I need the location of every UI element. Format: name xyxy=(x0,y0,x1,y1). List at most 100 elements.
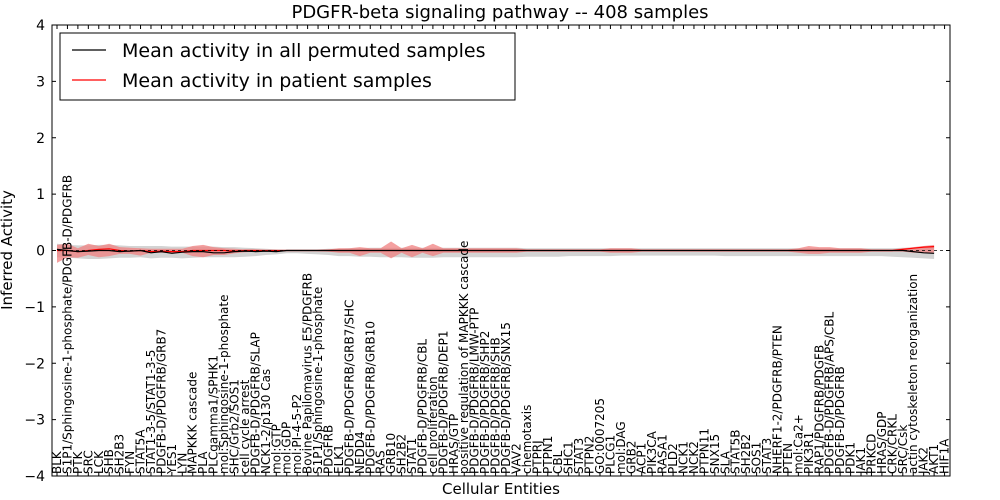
legend-patient-label: Mean activity in patient samples xyxy=(122,70,432,92)
category-labels: BLKS1P1/Sphingosine-1-phosphate/PDGFB-D/… xyxy=(50,175,952,475)
category-label: SRC xyxy=(81,450,95,474)
category-label: GO:0007205 xyxy=(593,398,607,474)
category-label: cell cycle arrest xyxy=(238,379,252,474)
category-label: SH2B2 xyxy=(739,434,753,474)
permuted-mean-line xyxy=(56,248,935,254)
category-label: SRC/Csk xyxy=(896,425,910,474)
category-label: JAK2 xyxy=(917,447,931,475)
category-label: PTPN2 xyxy=(583,436,597,474)
category-label: PDGFB-D/PDGFRB/CBL xyxy=(416,339,430,474)
category-label: PDGFB-D/PDGFRB/LMW-PTP xyxy=(468,308,482,474)
category-label: HIF1A xyxy=(938,438,952,474)
category-label: STAT5A xyxy=(134,429,148,474)
category-label: HRAS/GDP xyxy=(875,411,889,474)
category-label: mol:Ca2+ xyxy=(791,414,805,474)
category-label: STAT3 xyxy=(760,438,774,474)
y-tick-label: 3 xyxy=(36,74,45,90)
category-label: CBL xyxy=(551,450,565,474)
category-label: PTPRJ xyxy=(530,440,544,474)
category-label: PDGFB-D/PDGFRB/GRB10 xyxy=(363,321,377,474)
x-axis-label: Cellular Entities xyxy=(442,480,560,498)
category-label: PDGFB-D/PDGFRB/SLAP xyxy=(248,332,262,474)
category-label: RAS xyxy=(374,450,388,474)
y-tick-label: −2 xyxy=(24,356,45,372)
category-label: mol:Sphingosine-1-phosphate xyxy=(217,295,231,475)
category-label: S1P1/Sphingosine-1-phosphate xyxy=(311,287,325,474)
category-label: BLK xyxy=(50,450,64,474)
category-label: PLD2 xyxy=(666,443,680,474)
category-label: PLCgamma1/SPHK1 xyxy=(207,355,221,474)
category-label: PDGFRB xyxy=(322,425,336,474)
category-label: AKT1 xyxy=(927,444,941,474)
category-label: CRK/CRKL xyxy=(885,414,899,474)
y-axis-label: Inferred Activity xyxy=(0,190,16,310)
category-label: mol:GTP xyxy=(269,424,283,474)
y-tick-label: 1 xyxy=(36,187,45,203)
category-label: PTEN xyxy=(781,443,795,474)
category-label: PLCG1 xyxy=(603,435,617,474)
category-label: NHERF1-2/PDGFRB/PTEN xyxy=(771,325,785,474)
y-tick-label: −4 xyxy=(24,469,45,485)
patient-band xyxy=(57,241,935,263)
category-label: PRKCD xyxy=(865,434,879,474)
category-label: PTK xyxy=(71,450,85,474)
category-label: STAT3 xyxy=(572,438,586,474)
category-label: RAP1/PDGFRB/PDGFB xyxy=(812,345,826,474)
category-label: NCK1-2/p130 Cas xyxy=(259,369,273,474)
category-label: SLA xyxy=(718,450,732,474)
category-label: NEDD4 xyxy=(353,431,367,474)
legend: Mean activity in all permuted samples Me… xyxy=(59,32,516,101)
category-label: mol:PI-4-5-P2 xyxy=(290,394,304,474)
y-tick-label: 2 xyxy=(36,131,45,147)
category-label: S1P1/Sphingosine-1-phosphate/PDGFB-D/PDG… xyxy=(60,175,74,474)
category-label: Bovine Papilomavirus E5/PDGFRB xyxy=(301,273,315,474)
plot-frame xyxy=(51,24,951,477)
category-label: PTPN1 xyxy=(541,436,555,474)
category-label: MAPKKK cascade xyxy=(186,372,200,474)
x-axis-ticks xyxy=(56,25,946,476)
category-label: GRB10 xyxy=(384,433,398,474)
category-label: PLA xyxy=(196,451,210,474)
category-label: PDGFB-D/PDGFRB/SHP2 xyxy=(478,331,492,474)
category-label: PTPN11 xyxy=(697,428,711,474)
category-label: STAT5B xyxy=(729,430,743,475)
category-label: SHC1 xyxy=(562,441,576,474)
category-label: PDGFB-D/PDGFRB/SNX15 xyxy=(499,322,513,474)
y-axis-ticks: −4 −3 −2 −1 0 1 2 3 4 xyxy=(24,18,950,485)
category-label: PDK1 xyxy=(844,442,858,474)
category-label: PDGFB-D/PDGFRB/APS/CBL xyxy=(823,311,837,474)
chart-title: PDGFR-beta signaling pathway -- 408 samp… xyxy=(291,2,708,23)
category-label: SHB xyxy=(102,449,116,474)
category-label: RASA1 xyxy=(656,434,670,474)
category-label: STAT1 xyxy=(405,438,419,474)
category-label: mol:DAG xyxy=(614,421,628,474)
category-label: NCK1 xyxy=(677,441,691,474)
activity-bands xyxy=(57,241,935,263)
category-label: STAT1-3-5/STAT1-3-5 xyxy=(144,350,158,474)
category-label: SHC/Grb2/SOS1 xyxy=(228,379,242,474)
category-label: mol:GDP xyxy=(280,422,294,474)
y-tick-label: −1 xyxy=(24,300,45,316)
category-label: SOS1 xyxy=(750,442,764,474)
legend-permuted-label: Mean activity in all permuted samples xyxy=(122,40,485,62)
category-label: SNX15 xyxy=(708,434,722,474)
y-tick-label: 0 xyxy=(36,244,45,260)
y-tick-label: 4 xyxy=(36,18,45,34)
category-label: PDGFB-D/PDGFRB/DEP1 xyxy=(436,330,450,474)
category-label: YES1 xyxy=(165,444,179,475)
category-label: FYN xyxy=(123,451,137,474)
category-label: PDGFB-D/PDGFRB xyxy=(833,366,847,474)
category-label: PIK3R1 xyxy=(802,432,816,474)
category-label: positive regulation of MAPKKK cascade xyxy=(457,241,471,474)
category-label: actin cytoskeleton reorganization xyxy=(906,274,920,474)
category-label: SH2B3 xyxy=(113,434,127,474)
category-label: ELK1 xyxy=(332,444,346,474)
category-label: GRB2 xyxy=(624,440,638,474)
category-label: PIK3CA xyxy=(645,430,659,474)
category-label: chemotaxis xyxy=(520,405,534,474)
category-label: PDGFB-D/PDGFRB/GRB7 xyxy=(154,329,168,474)
category-label: cell proliferation xyxy=(426,376,440,474)
legend-box xyxy=(59,32,516,101)
category-label: ACP1 xyxy=(635,443,649,474)
